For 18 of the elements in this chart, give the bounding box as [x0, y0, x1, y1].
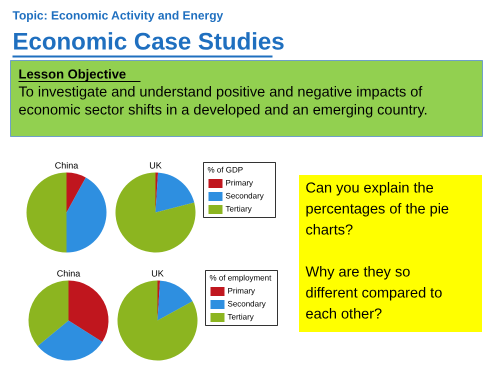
chart-title: China	[54, 160, 78, 170]
text: To investigate and understand positive and negative impacts of economic sector shifts in a developed and an emerging country.	[18, 84, 428, 118]
legend-label: Tertiary	[228, 312, 254, 322]
text: Economic Case Studies	[12, 28, 285, 56]
legend-label: Primary	[226, 178, 254, 188]
chart-title: UK	[149, 160, 162, 170]
chart-title: China	[56, 268, 80, 278]
legend-label: Secondary	[228, 300, 266, 308]
text: Why are they so different compared to each other?	[306, 264, 442, 322]
text: Lesson Objective	[18, 66, 126, 82]
legend-title: % of employment	[210, 274, 272, 282]
legend-label: Primary	[228, 286, 256, 296]
text: Can you explain the percentages of the pie charts?	[306, 180, 449, 238]
legend-label: Tertiary	[226, 204, 252, 214]
text: Topic: Economic Activity and Energy	[12, 8, 224, 22]
legend-title: % of GDP	[208, 166, 244, 174]
legend-label: Secondary	[226, 192, 264, 200]
chart-title: UK	[151, 268, 164, 278]
